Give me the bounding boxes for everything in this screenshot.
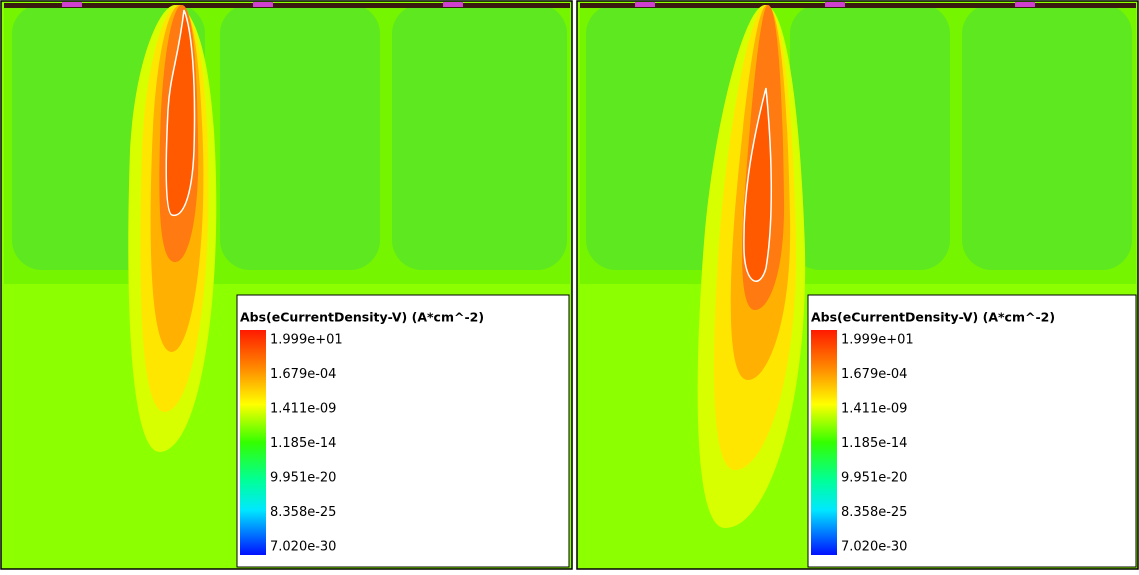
legend-label: 1.679e-04: [841, 367, 907, 382]
legend-label: 8.358e-25: [841, 505, 907, 520]
legend-label: 1.411e-09: [841, 402, 907, 417]
legend-labels: 1.999e+01 1.679e-04 1.411e-09 1.185e-14 9.95…: [270, 333, 343, 555]
legend-label: 1.185e-14: [841, 436, 907, 451]
legend-label: 8.358e-25: [270, 505, 336, 520]
left-panel: Abs(eCurrentDensity-V) (A*cm^-2) 1.999e+…: [0, 0, 573, 570]
right-panel: Abs(eCurrentDensity-V) (A*cm^-2) 1.999e+…: [576, 0, 1139, 570]
legend-label: 1.411e-09: [270, 402, 336, 417]
legend-label: 1.999e+01: [270, 333, 343, 348]
legend-title: Abs(eCurrentDensity-V) (A*cm^-2): [811, 310, 1055, 325]
legend-labels: 1.999e+01 1.679e-04 1.411e-09 1.185e-14 9.95…: [841, 333, 914, 555]
legend-label: 9.951e-20: [270, 471, 336, 486]
legend-label: 9.951e-20: [841, 471, 907, 486]
legend-label: 7.020e-30: [270, 540, 336, 555]
legend-label: 1.679e-04: [270, 367, 336, 382]
legend-label: 7.020e-30: [841, 540, 907, 555]
legend-title: Abs(eCurrentDensity-V) (A*cm^-2): [240, 310, 484, 325]
legend-label: 1.999e+01: [841, 333, 914, 348]
legend-label: 1.185e-14: [270, 436, 336, 451]
